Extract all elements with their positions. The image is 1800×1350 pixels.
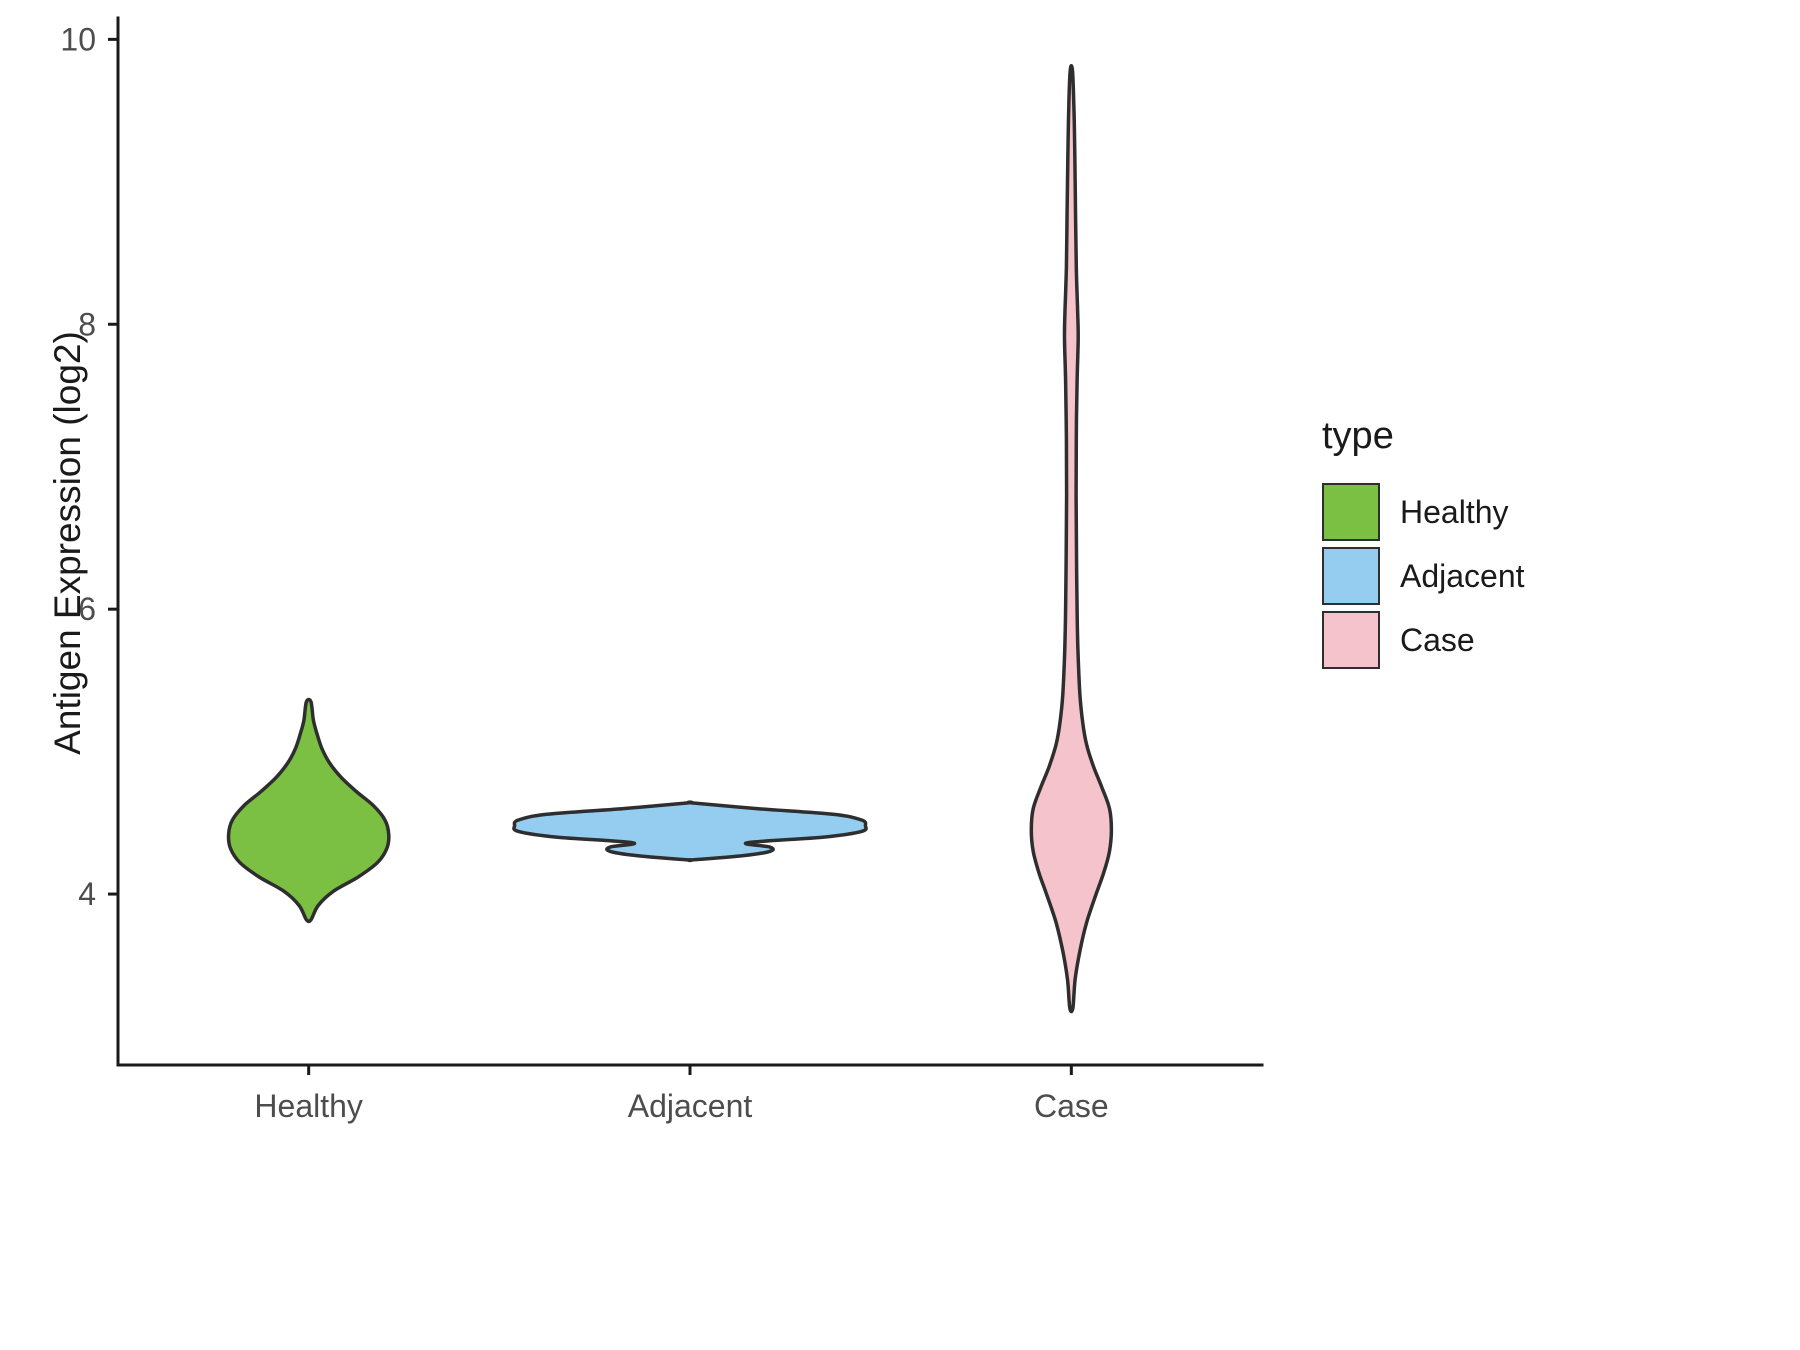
legend: type Healthy Adjacent Case <box>1322 415 1525 672</box>
legend-swatch-case <box>1322 611 1380 669</box>
y-tick-label: 8 <box>78 306 96 342</box>
y-tick-label: 10 <box>60 21 96 57</box>
x-category-label: Adjacent <box>628 1088 753 1124</box>
x-category-label: Case <box>1034 1088 1109 1124</box>
y-axis-title: Antigen Expression (log2) <box>47 331 88 755</box>
violin-adjacent <box>512 800 868 863</box>
violin-healthy <box>226 697 391 924</box>
legend-label: Case <box>1400 621 1475 658</box>
x-category-label: Healthy <box>254 1088 363 1124</box>
y-tick-label: 4 <box>78 876 96 912</box>
y-tick-label: 6 <box>78 591 96 627</box>
legend-title: type <box>1322 415 1394 457</box>
legend-entry-case: Case <box>1322 608 1525 672</box>
legend-label: Healthy <box>1400 493 1509 530</box>
violin-case <box>1029 64 1114 1014</box>
axis-lines <box>116 16 1264 1067</box>
legend-entry-adjacent: Adjacent <box>1322 544 1525 608</box>
legend-swatch-healthy <box>1322 483 1380 541</box>
legend-entries: Healthy Adjacent Case <box>1322 480 1525 672</box>
legend-swatch-adjacent <box>1322 547 1380 605</box>
legend-label: Adjacent <box>1400 557 1525 594</box>
legend-entry-healthy: Healthy <box>1322 480 1525 544</box>
